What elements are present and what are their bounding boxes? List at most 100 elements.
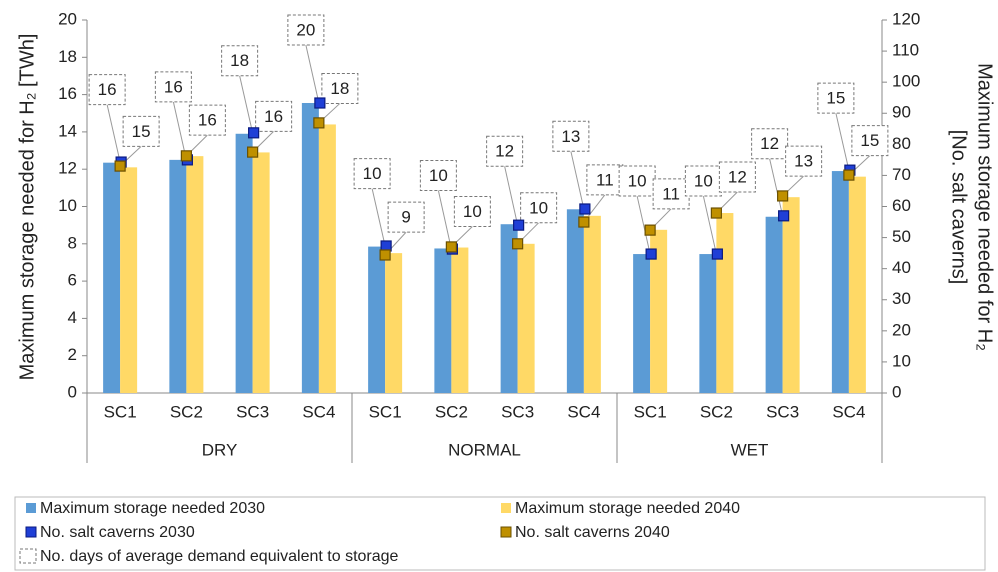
y2-tick-label: 100 — [892, 72, 920, 91]
day-label-box — [255, 100, 293, 132]
day-label: 16 — [198, 111, 217, 130]
day-label: 12 — [760, 134, 779, 153]
y-tick-label: 8 — [68, 233, 77, 252]
day-label-box — [122, 115, 160, 147]
leader-line — [106, 104, 121, 163]
leader-line — [172, 101, 187, 160]
y2-tick-label: 80 — [892, 134, 911, 153]
y2-tick-label: 120 — [892, 9, 920, 28]
day-label: 10 — [463, 202, 482, 221]
bar — [103, 162, 121, 393]
day-label: 13 — [561, 127, 580, 146]
day-label-box — [154, 71, 192, 103]
group-label: DRY — [202, 440, 238, 459]
bar — [301, 102, 319, 394]
marker — [778, 210, 790, 222]
leader-line — [702, 195, 717, 255]
y2-tick-label: 50 — [892, 227, 911, 246]
y-tick-label: 14 — [58, 121, 77, 140]
day-label-box — [353, 158, 391, 190]
bar — [782, 197, 800, 393]
day-label-box — [321, 72, 359, 104]
y2-tick-label: 40 — [892, 258, 911, 277]
day-label: 18 — [230, 51, 249, 70]
legend-label: No. salt caverns 2040 — [515, 524, 670, 541]
x-tick-label: SC3 — [766, 402, 799, 421]
bar — [848, 176, 866, 393]
bar — [186, 156, 204, 393]
x-tick-label: SC1 — [634, 402, 667, 421]
legend-label: Maximum storage needed 2040 — [515, 500, 740, 517]
leader-line — [570, 151, 585, 210]
leader-line — [636, 195, 651, 255]
legend-swatch — [19, 548, 37, 564]
day-label: 16 — [98, 80, 117, 99]
day-label-box — [188, 104, 226, 136]
bar — [500, 224, 518, 393]
y-axis-label: Maximum storage needed for H₂ [TWh] — [16, 34, 38, 381]
day-label: 18 — [330, 79, 349, 98]
x-tick-label: SC2 — [435, 402, 468, 421]
y-tick-label: 4 — [68, 308, 77, 327]
marker — [513, 219, 525, 231]
day-label: 12 — [728, 168, 747, 187]
leader-line — [769, 158, 784, 216]
day-label: 16 — [164, 77, 183, 96]
day-label-box — [751, 128, 789, 160]
group-label: NORMAL — [448, 440, 521, 459]
day-label: 16 — [264, 107, 283, 126]
day-label: 15 — [826, 89, 845, 108]
bar — [169, 159, 187, 393]
leader-line — [835, 112, 850, 171]
day-label-box — [486, 135, 524, 167]
legend-label: Maximum storage needed 2030 — [40, 500, 265, 517]
legend-swatch — [501, 503, 511, 513]
legend-label: No. days of average demand equivalent to… — [40, 548, 399, 565]
marker — [180, 150, 192, 162]
y2-tick-label: 110 — [892, 41, 919, 60]
bar — [318, 124, 336, 393]
bar — [451, 247, 469, 393]
y2-axis-label: Maximum storage needed for H₂ — [974, 63, 996, 351]
y-tick-label: 10 — [58, 196, 77, 215]
leader-line — [305, 44, 320, 104]
y-tick-label: 2 — [68, 345, 77, 364]
leader-line — [239, 75, 254, 133]
marker — [114, 160, 126, 172]
bar — [566, 209, 584, 393]
x-tick-label: SC2 — [170, 402, 203, 421]
y-tick-label: 16 — [58, 84, 77, 103]
group-label: WET — [731, 440, 769, 459]
x-tick-label: SC1 — [369, 402, 402, 421]
y-tick-label: 12 — [58, 159, 77, 178]
bar — [368, 246, 386, 393]
leader-line — [371, 188, 386, 247]
x-tick-label: SC3 — [501, 402, 534, 421]
day-label: 10 — [363, 164, 382, 183]
y2-tick-label: 30 — [892, 289, 911, 308]
legend-swatch — [26, 503, 36, 513]
day-label-box — [851, 125, 889, 157]
day-label: 11 — [596, 170, 614, 189]
x-tick-label: SC4 — [302, 402, 335, 421]
marker — [313, 117, 325, 129]
y-tick-label: 6 — [68, 271, 77, 290]
marker — [578, 216, 590, 228]
bar — [517, 243, 535, 393]
marker — [711, 248, 723, 260]
legend-swatch — [500, 526, 512, 538]
y2-tick-label: 10 — [892, 351, 911, 370]
bar — [699, 254, 717, 393]
day-label-box — [718, 161, 756, 193]
bar — [235, 133, 253, 393]
day-label-box — [453, 196, 491, 228]
day-label: 11 — [662, 184, 680, 203]
day-label-box — [817, 82, 855, 114]
day-label-box — [552, 120, 590, 152]
day-label: 15 — [132, 122, 151, 141]
bar — [434, 248, 452, 393]
day-label-box — [520, 192, 558, 224]
y-tick-label: 20 — [58, 9, 77, 28]
bar — [650, 229, 668, 393]
day-label: 10 — [429, 166, 448, 185]
